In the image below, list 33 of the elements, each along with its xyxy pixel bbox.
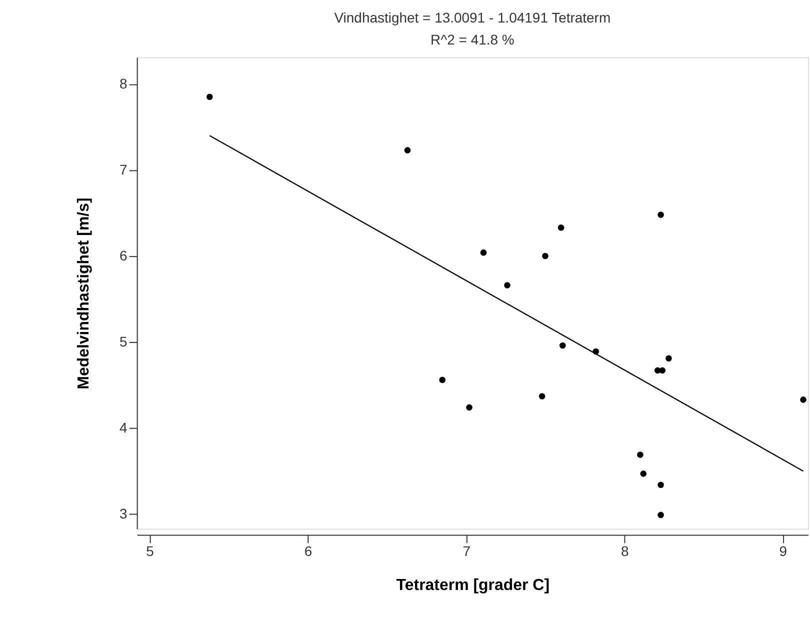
chart-subtitle: R^2 = 41.8 % bbox=[430, 31, 514, 48]
y-tick-label: 4 bbox=[120, 420, 128, 436]
y-tick-label: 5 bbox=[120, 334, 128, 350]
x-tick-label: 5 bbox=[146, 543, 154, 560]
point bbox=[666, 355, 672, 362]
x-tick-label: 6 bbox=[304, 543, 312, 560]
point bbox=[504, 282, 510, 288]
y-axis-title: Medelvindhastighet [m/s] bbox=[76, 198, 93, 390]
point bbox=[659, 367, 666, 374]
point bbox=[538, 393, 546, 400]
point bbox=[658, 482, 664, 488]
y-tick-label: 7 bbox=[120, 162, 128, 178]
point bbox=[558, 224, 564, 231]
y-tick-label: 8 bbox=[120, 75, 128, 92]
y-tick-label: 6 bbox=[120, 248, 128, 264]
y-tick-label: 3 bbox=[120, 506, 128, 522]
x-axis-title: Tetraterm [grader C] bbox=[396, 577, 550, 594]
point bbox=[658, 512, 664, 518]
point bbox=[800, 396, 806, 403]
point bbox=[480, 249, 487, 256]
point bbox=[206, 94, 213, 100]
chart-title: Vindhastighet = 13.0091 - 1.04191 Tetraterm bbox=[334, 9, 611, 26]
point bbox=[439, 376, 446, 384]
x-tick-label: 8 bbox=[620, 543, 629, 560]
x-tick-label: 7 bbox=[462, 543, 471, 560]
point bbox=[404, 147, 411, 154]
x-tick-label: 9 bbox=[779, 543, 788, 560]
point bbox=[559, 342, 566, 349]
point bbox=[466, 404, 472, 411]
point bbox=[542, 252, 548, 260]
point bbox=[658, 212, 664, 218]
point bbox=[637, 452, 644, 458]
point bbox=[640, 470, 647, 477]
